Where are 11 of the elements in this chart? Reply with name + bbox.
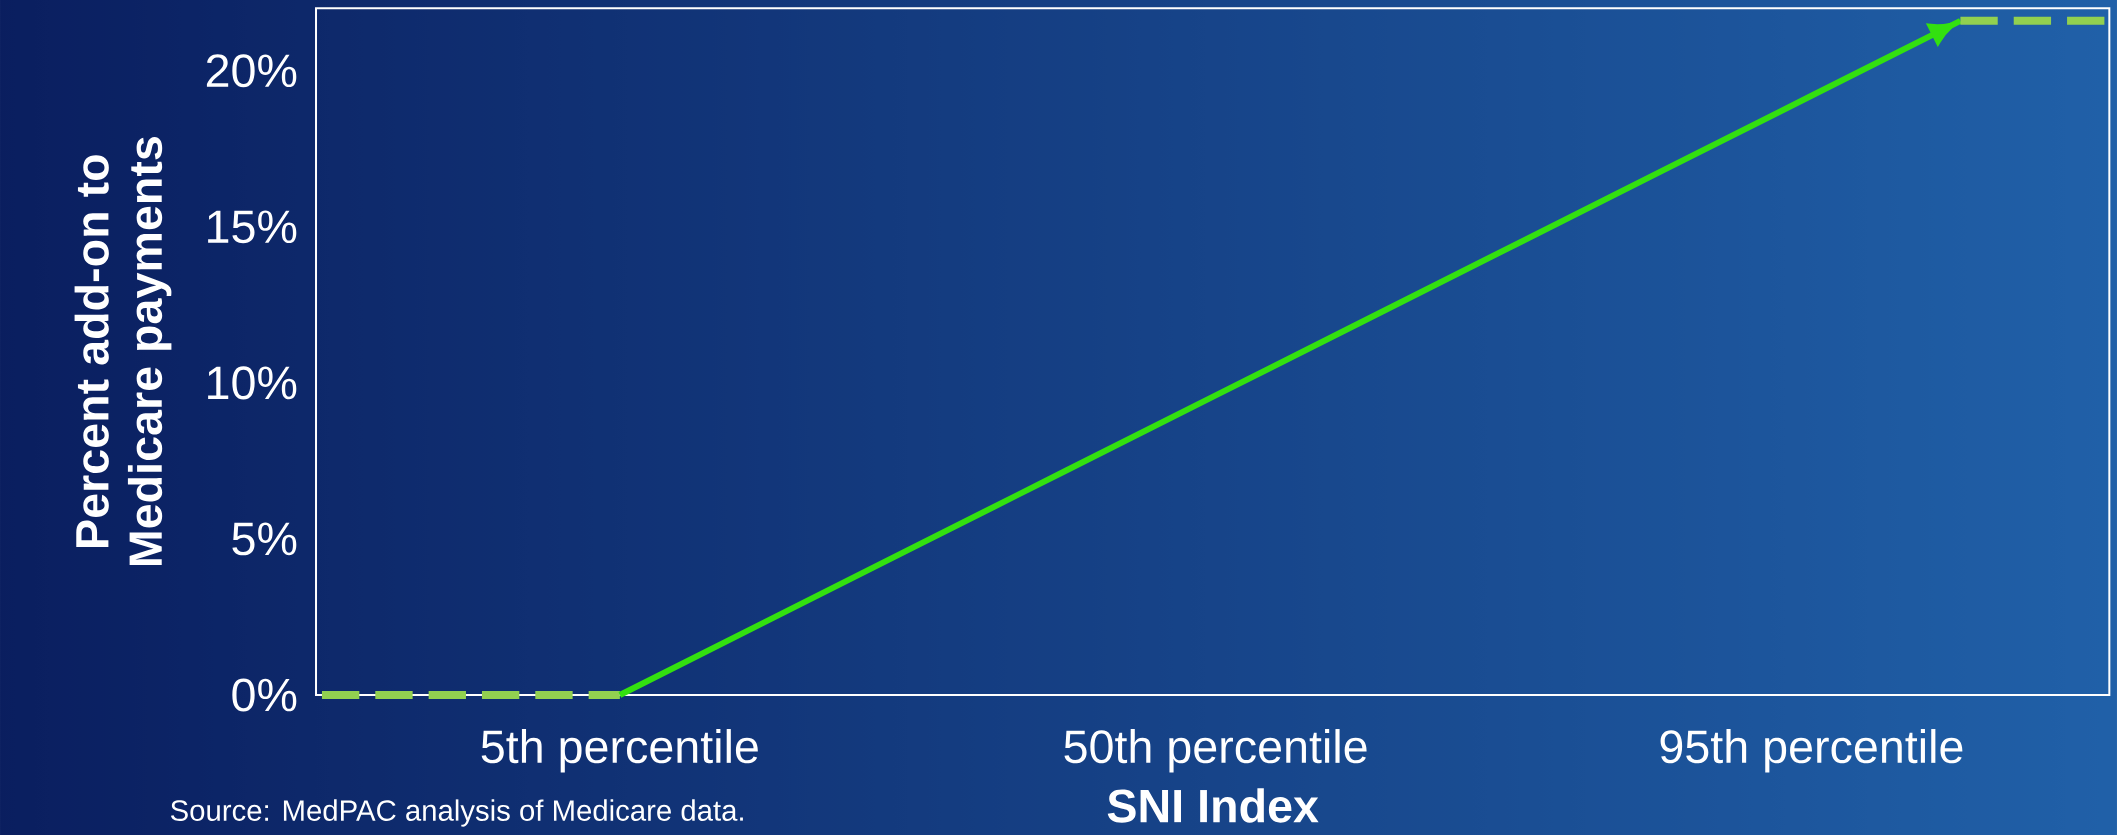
y-tick-label: 5% <box>232 522 297 556</box>
y-tick-label: 15% <box>208 210 297 244</box>
y-tick-label: 10% <box>208 366 297 400</box>
x-tick-label: 95th percentile <box>1660 729 1963 773</box>
x-tick-label: 5th percentile <box>481 729 758 773</box>
y-tick-label: 20% <box>206 54 297 88</box>
x-axis-title: SNI Index <box>1107 788 1319 823</box>
x-tick-label: 50th percentile <box>1064 729 1367 773</box>
source-note: Source: MedPAC analysis of Medicare data. <box>170 799 743 827</box>
y-axis-title: Percent add-on to Medicare payments <box>74 137 172 566</box>
y-tick-label: 0% <box>232 678 297 712</box>
